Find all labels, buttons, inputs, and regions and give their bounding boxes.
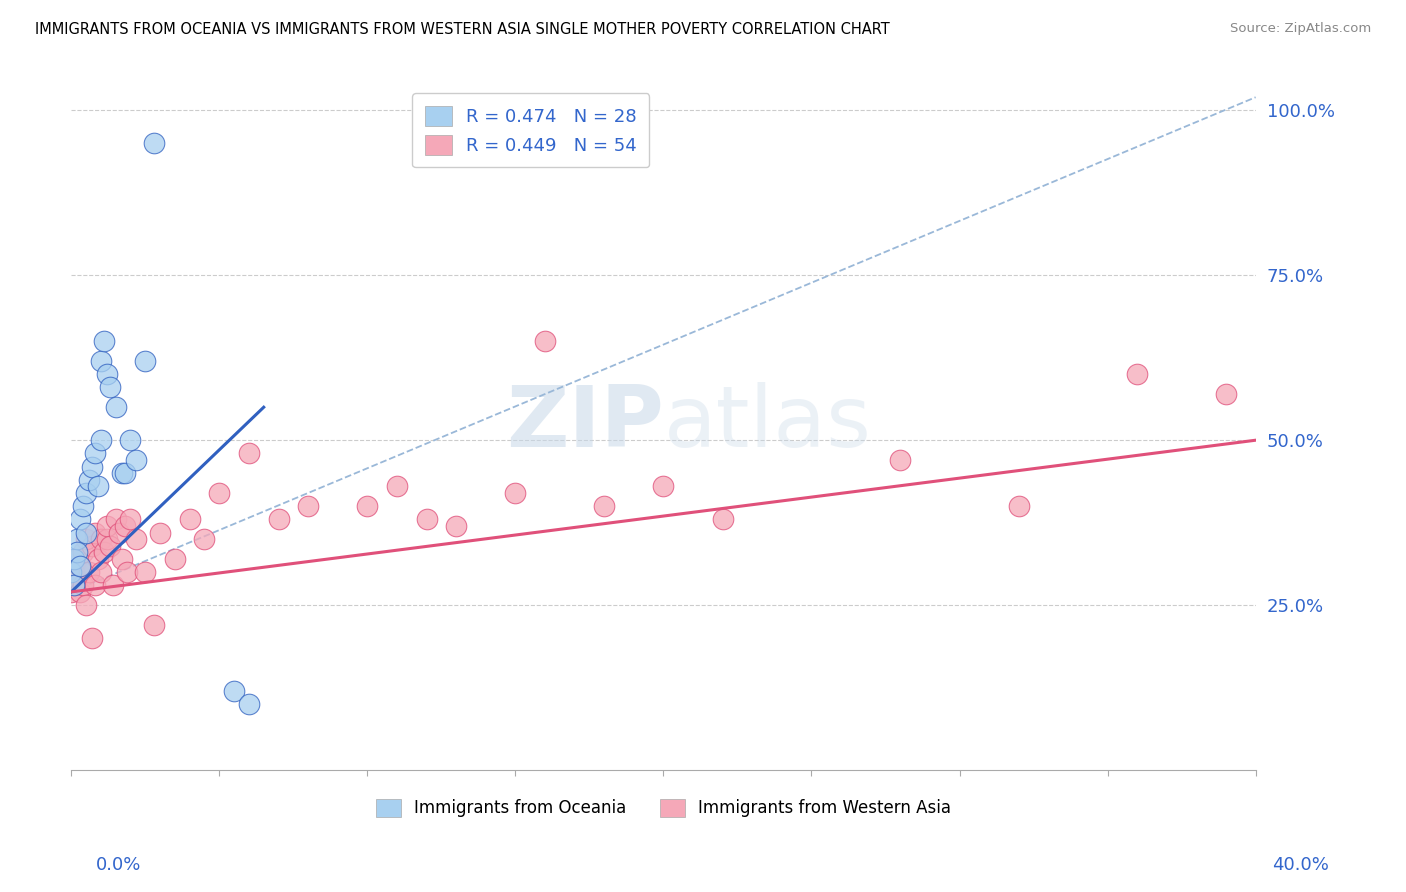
Point bbox=[80, 631, 103, 645]
Point bbox=[98, 539, 121, 553]
Point bbox=[149, 525, 172, 540]
Point bbox=[1215, 387, 1237, 401]
Point bbox=[75, 598, 97, 612]
Point bbox=[238, 446, 260, 460]
Point bbox=[163, 552, 186, 566]
Point bbox=[66, 545, 89, 559]
Point bbox=[104, 512, 127, 526]
Point bbox=[297, 499, 319, 513]
Point bbox=[84, 525, 107, 540]
Point bbox=[385, 479, 408, 493]
Point bbox=[222, 683, 245, 698]
Point bbox=[69, 585, 91, 599]
Point bbox=[63, 578, 86, 592]
Point bbox=[80, 539, 103, 553]
Point bbox=[1126, 368, 1149, 382]
Point bbox=[90, 532, 112, 546]
Point bbox=[143, 618, 166, 632]
Point bbox=[90, 354, 112, 368]
Point bbox=[93, 334, 115, 349]
Point bbox=[110, 552, 132, 566]
Point bbox=[63, 552, 86, 566]
Point bbox=[120, 434, 142, 448]
Point bbox=[120, 512, 142, 526]
Point bbox=[208, 486, 231, 500]
Point bbox=[63, 578, 86, 592]
Point bbox=[117, 565, 139, 579]
Point bbox=[87, 479, 110, 493]
Point bbox=[143, 136, 166, 151]
Point bbox=[534, 334, 557, 349]
Point bbox=[75, 532, 97, 546]
Point bbox=[90, 565, 112, 579]
Point bbox=[84, 578, 107, 592]
Point bbox=[1008, 499, 1031, 513]
Point bbox=[66, 532, 89, 546]
Legend: Immigrants from Oceania, Immigrants from Western Asia: Immigrants from Oceania, Immigrants from… bbox=[370, 792, 957, 824]
Point bbox=[107, 525, 129, 540]
Text: 0.0%: 0.0% bbox=[96, 855, 141, 873]
Point bbox=[134, 354, 156, 368]
Point bbox=[66, 572, 89, 586]
Point bbox=[444, 519, 467, 533]
Point bbox=[96, 532, 118, 546]
Point bbox=[93, 545, 115, 559]
Point bbox=[101, 578, 124, 592]
Point bbox=[179, 512, 201, 526]
Point bbox=[69, 558, 91, 573]
Point bbox=[66, 552, 89, 566]
Point bbox=[96, 368, 118, 382]
Point bbox=[75, 525, 97, 540]
Text: IMMIGRANTS FROM OCEANIA VS IMMIGRANTS FROM WESTERN ASIA SINGLE MOTHER POVERTY CO: IMMIGRANTS FROM OCEANIA VS IMMIGRANTS FR… bbox=[35, 22, 890, 37]
Point bbox=[711, 512, 734, 526]
Point bbox=[104, 401, 127, 415]
Point bbox=[60, 585, 83, 599]
Text: 40.0%: 40.0% bbox=[1272, 855, 1329, 873]
Point bbox=[77, 565, 100, 579]
Text: Source: ZipAtlas.com: Source: ZipAtlas.com bbox=[1230, 22, 1371, 36]
Point bbox=[415, 512, 437, 526]
Point bbox=[110, 466, 132, 480]
Point bbox=[72, 578, 94, 592]
Point bbox=[60, 565, 83, 579]
Point bbox=[114, 519, 136, 533]
Point bbox=[90, 434, 112, 448]
Text: atlas: atlas bbox=[664, 382, 872, 466]
Text: ZIP: ZIP bbox=[506, 382, 664, 466]
Point bbox=[193, 532, 215, 546]
Point bbox=[72, 499, 94, 513]
Point bbox=[125, 532, 148, 546]
Point bbox=[80, 459, 103, 474]
Point bbox=[125, 453, 148, 467]
Point bbox=[84, 446, 107, 460]
Point bbox=[98, 380, 121, 394]
Point bbox=[267, 512, 290, 526]
Point bbox=[69, 512, 91, 526]
Point bbox=[505, 486, 527, 500]
Point bbox=[69, 558, 91, 573]
Point bbox=[114, 466, 136, 480]
Point bbox=[652, 479, 675, 493]
Point bbox=[356, 499, 378, 513]
Point bbox=[96, 519, 118, 533]
Point bbox=[63, 565, 86, 579]
Point bbox=[238, 697, 260, 711]
Point bbox=[134, 565, 156, 579]
Point bbox=[77, 473, 100, 487]
Point bbox=[75, 486, 97, 500]
Point bbox=[87, 552, 110, 566]
Point bbox=[889, 453, 911, 467]
Point bbox=[72, 545, 94, 559]
Point bbox=[593, 499, 616, 513]
